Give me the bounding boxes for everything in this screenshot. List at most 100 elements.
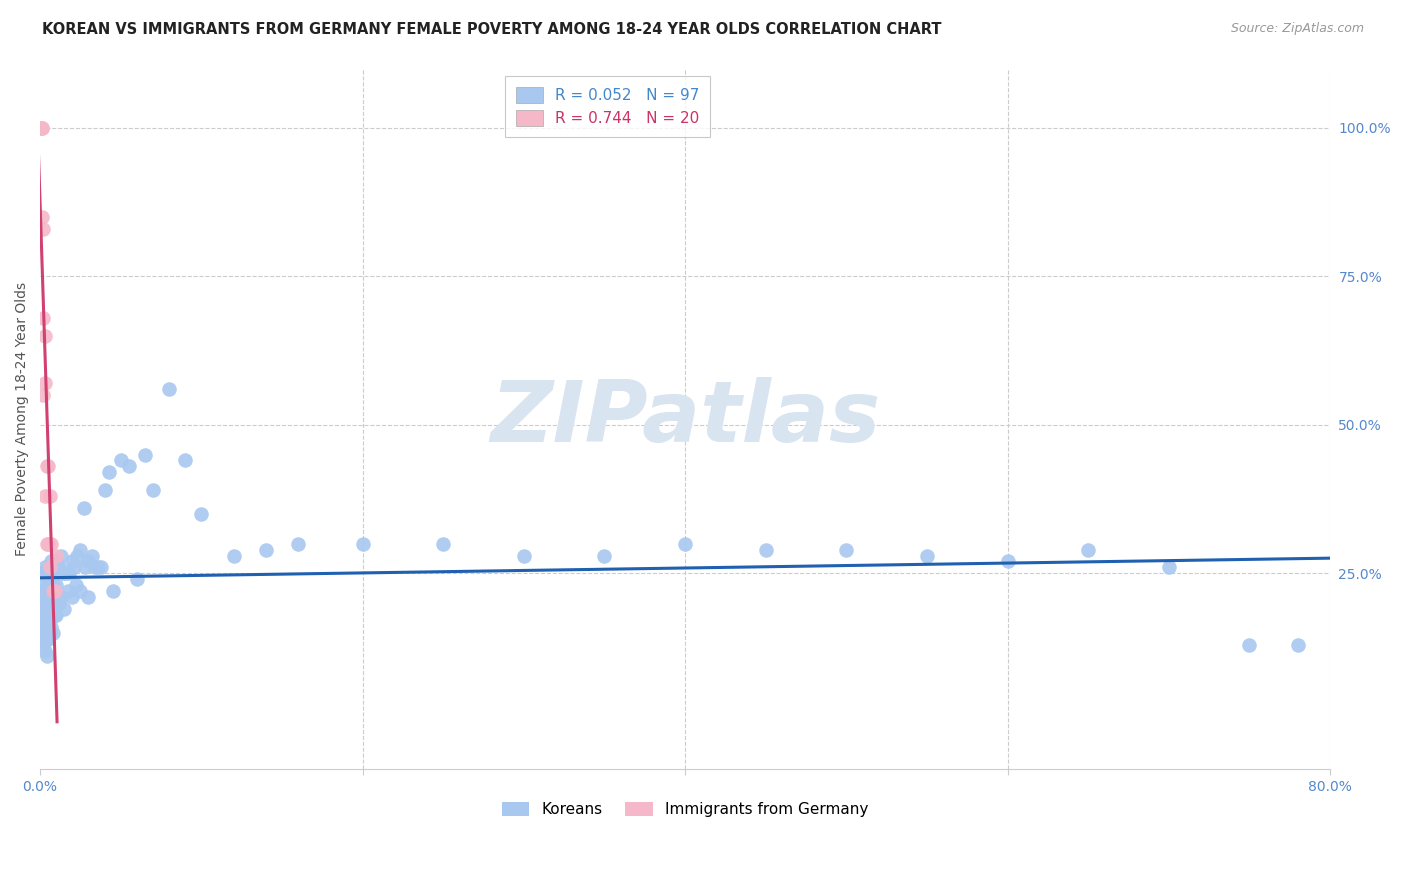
Point (118, 459, 141, 474)
Point (432, 536, 454, 550)
Point (60, 590, 83, 604)
Text: KOREAN VS IMMIGRANTS FROM GERMANY FEMALE POVERTY AMONG 18-24 YEAR OLDS CORRELATI: KOREAN VS IMMIGRANTS FROM GERMANY FEMALE… (42, 22, 942, 37)
Point (31, 607, 53, 622)
Point (673, 536, 696, 550)
Point (52, 566, 75, 581)
Point (41, 620, 63, 634)
Point (77, 590, 100, 604)
Point (32, 602, 55, 616)
Point (46, 560, 69, 574)
Point (90, 560, 112, 574)
Point (755, 542, 778, 557)
Point (53, 602, 76, 616)
Point (32, 388, 55, 402)
Point (72, 501, 94, 516)
Point (41, 536, 63, 550)
Point (1239, 638, 1261, 652)
Point (42, 560, 65, 574)
Point (37, 607, 59, 622)
Point (142, 483, 165, 498)
Point (915, 549, 938, 563)
Point (997, 554, 1019, 568)
Point (30, 584, 52, 599)
Point (32, 638, 55, 652)
Point (110, 453, 132, 467)
Point (75, 560, 97, 574)
Point (84, 560, 107, 574)
Point (49, 549, 72, 563)
Point (44, 584, 66, 599)
Point (87, 560, 110, 574)
Point (63, 560, 86, 574)
Point (190, 507, 212, 521)
Text: ZIPatlas: ZIPatlas (489, 377, 880, 460)
Point (34, 489, 56, 503)
Point (31, 602, 53, 616)
Point (35, 590, 58, 604)
Point (53, 566, 76, 581)
Point (34, 584, 56, 599)
Point (32, 222, 55, 236)
Point (98, 466, 121, 480)
Point (35, 649, 58, 664)
Point (34, 643, 56, 657)
Point (45, 554, 67, 568)
Point (46, 590, 69, 604)
Point (48, 596, 70, 610)
Point (125, 572, 148, 586)
Point (69, 542, 91, 557)
Point (1077, 542, 1099, 557)
Point (287, 536, 309, 550)
Point (34, 602, 56, 616)
Point (134, 448, 156, 462)
Point (1286, 638, 1309, 652)
Point (65, 578, 87, 592)
Point (56, 584, 79, 599)
Point (69, 584, 91, 599)
Point (58, 566, 80, 581)
Point (38, 584, 60, 599)
Legend: Koreans, Immigrants from Germany: Koreans, Immigrants from Germany (494, 794, 876, 825)
Point (60, 554, 83, 568)
Point (101, 584, 124, 599)
Point (222, 549, 245, 563)
Point (174, 453, 197, 467)
Point (32, 590, 55, 604)
Point (31, 120, 53, 135)
Point (352, 536, 374, 550)
Point (31, 120, 53, 135)
Point (42, 625, 65, 640)
Point (42, 578, 65, 592)
Point (593, 549, 616, 563)
Point (32, 625, 55, 640)
Point (45, 578, 67, 592)
Point (37, 632, 59, 646)
Point (37, 584, 59, 599)
Point (77, 554, 100, 568)
Point (835, 542, 858, 557)
Point (31, 566, 53, 581)
Point (42, 602, 65, 616)
Point (34, 328, 56, 343)
Point (38, 560, 60, 574)
Point (35, 536, 58, 550)
Point (48, 560, 70, 574)
Point (44, 607, 66, 622)
Point (35, 459, 58, 474)
Point (31, 596, 53, 610)
Point (34, 560, 56, 574)
Point (32, 310, 55, 325)
Point (38, 489, 60, 503)
Point (35, 572, 58, 586)
Point (1157, 560, 1180, 574)
Point (32, 578, 55, 592)
Text: Source: ZipAtlas.com: Source: ZipAtlas.com (1230, 22, 1364, 36)
Point (38, 602, 60, 616)
Point (45, 607, 67, 622)
Point (45, 549, 67, 563)
Point (37, 459, 59, 474)
Point (32, 614, 55, 628)
Point (157, 382, 180, 396)
Point (80, 549, 103, 563)
Y-axis label: Female Poverty Among 18-24 Year Olds: Female Poverty Among 18-24 Year Olds (15, 282, 30, 556)
